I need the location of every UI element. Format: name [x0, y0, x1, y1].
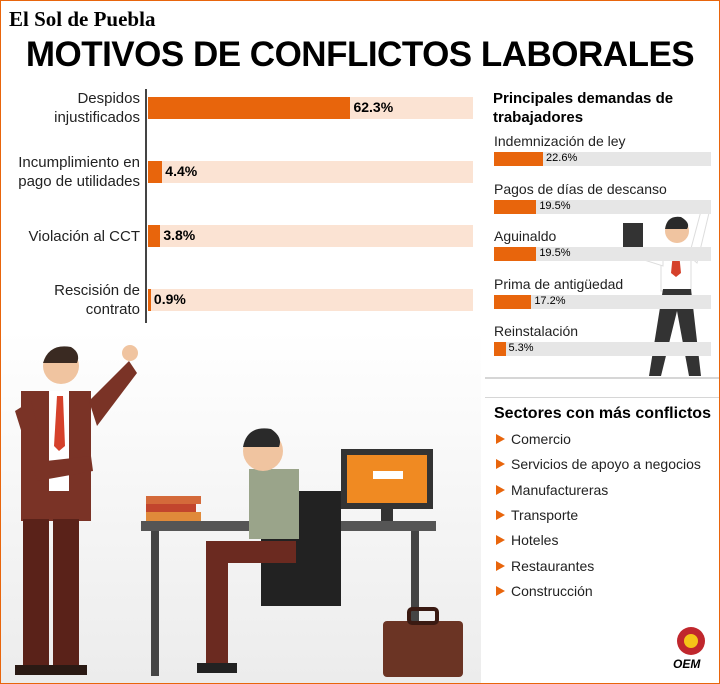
sector-item: Hoteles	[511, 532, 559, 549]
sector-item: Construcción	[511, 582, 593, 599]
category-label: Rescisión de contrato	[54, 282, 140, 318]
bar	[494, 294, 532, 309]
bar-track	[148, 161, 473, 183]
arrow-icon	[496, 484, 505, 495]
bar	[494, 199, 537, 214]
value-label: 22.6%	[546, 152, 578, 164]
sectors-title: Sectores con más conflictos	[494, 405, 711, 422]
bar-track	[494, 342, 711, 356]
separator	[485, 377, 719, 379]
sector-item: Restaurantes	[511, 557, 595, 574]
bar-track	[148, 289, 473, 311]
arrow-icon	[496, 459, 505, 470]
category-label: Prima de antigüedad	[494, 275, 624, 292]
sector-item: Manufactureras	[511, 481, 609, 498]
arrow-icon	[496, 434, 505, 444]
category-label: Incumplimiento en pago de utilidades	[18, 154, 140, 190]
value-label: 5.3%	[508, 342, 534, 354]
value-label: 17.2%	[534, 294, 566, 307]
value-label: 19.5%	[539, 247, 571, 259]
category-label: Indemnización de ley	[494, 133, 626, 149]
separator	[485, 397, 719, 398]
bar	[494, 247, 537, 261]
category-label: Despidos injustificados	[54, 90, 140, 126]
bar-track	[494, 199, 711, 214]
category-label: Aguinaldo	[494, 228, 557, 244]
panel-title: Principales demandas de trabajadores	[493, 90, 674, 126]
bar	[148, 97, 351, 119]
arrow-icon	[496, 560, 505, 571]
value-label: 3.8%	[163, 227, 196, 243]
value-label: 0.9%	[153, 291, 186, 307]
category-label: Reinstalación	[494, 323, 579, 339]
axis-line	[145, 89, 147, 323]
sector-item: Servicios de apoyo a negocios	[511, 456, 701, 473]
value-label: 62.3%	[353, 99, 394, 115]
arrow-icon	[496, 509, 505, 520]
bar-track	[148, 225, 473, 247]
title: MOTIVOS DE CONFLICTOS LABORALES	[25, 35, 695, 74]
bar	[494, 342, 506, 356]
value-label: 4.4%	[165, 163, 198, 179]
bar-track	[494, 247, 711, 261]
category-label: Pagos de días de descanso	[494, 180, 667, 197]
sector-item: Transporte	[511, 506, 579, 523]
panel: Principales demandas de trabajadores	[485, 85, 719, 377]
brand: El Sol de Puebla	[9, 7, 156, 31]
bar-track	[494, 152, 711, 166]
arrow-icon	[496, 585, 505, 596]
category-label: Violación al CCT	[28, 227, 140, 245]
bar	[494, 152, 544, 166]
value-label: 19.5%	[539, 199, 571, 212]
arrow-icon	[496, 535, 505, 546]
logo: OEM	[673, 657, 701, 671]
bar-track	[494, 294, 711, 309]
bar	[148, 161, 163, 183]
bar	[148, 225, 161, 247]
bar	[148, 289, 151, 311]
sector-item: Comercio	[511, 431, 571, 447]
